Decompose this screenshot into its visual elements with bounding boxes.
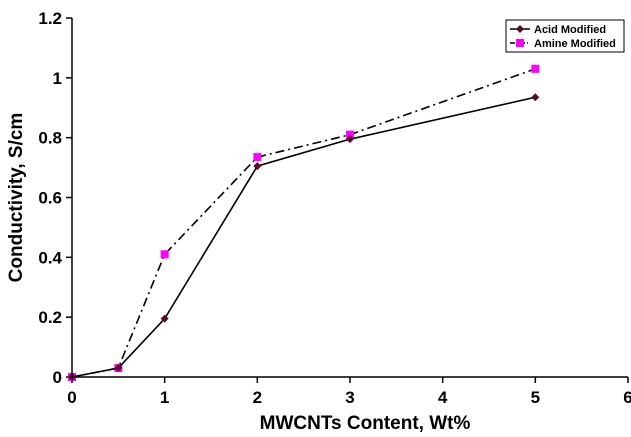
- y-tick-label: 0.4: [38, 248, 62, 267]
- ticks-layer: 0 1 2 3 4 5 6 0 0.2 0.4 0.6 0.8 1 1.2: [38, 9, 631, 407]
- x-tick-label: 2: [253, 388, 262, 407]
- data-point-amine-modified: [346, 130, 354, 139]
- data-point-amine-modified: [160, 250, 169, 259]
- legend: Acid Modified Amine Modified: [505, 19, 625, 53]
- data-point-acid-modified: [531, 93, 540, 102]
- data-point-acid-modified: [253, 162, 262, 171]
- series-acid-modified: [68, 93, 540, 381]
- data-point-amine-modified: [253, 153, 262, 162]
- x-tick-label: 5: [531, 388, 540, 407]
- series-layer: [68, 64, 540, 381]
- x-tick-label: 0: [67, 388, 76, 407]
- x-axis-label: MWCNTs Content, Wt%: [260, 413, 471, 432]
- y-axis-label: Conductivity, S/cm: [6, 113, 27, 283]
- legend-marker-amine-modified: [516, 39, 524, 47]
- legend-label-amine-modified: Amine Modified: [534, 38, 616, 50]
- y-tick-label: 0.6: [38, 189, 62, 208]
- series-line-amine-modified: [71, 68, 536, 378]
- y-tick-label: 0: [53, 368, 62, 387]
- legend-marker-acid-modified: [516, 25, 524, 33]
- legend-item-acid-modified: Acid Modified: [510, 24, 606, 36]
- x-tick-label: 6: [623, 388, 631, 407]
- y-tick-label: 0.2: [38, 308, 62, 327]
- x-tick-label: 3: [345, 388, 354, 407]
- legend-items: Acid Modified Amine Modified: [510, 24, 616, 50]
- data-point-acid-modified: [114, 364, 123, 373]
- series-line-acid-modified: [71, 96, 536, 378]
- legend-label-acid-modified: Acid Modified: [534, 24, 606, 36]
- y-tick-label: 1.2: [38, 9, 62, 28]
- y-tick-label: 1: [53, 69, 62, 88]
- x-tick-label: 4: [438, 388, 448, 407]
- y-tick-label: 0.8: [38, 129, 62, 148]
- x-tick-label: 1: [160, 388, 169, 407]
- data-point-acid-modified: [346, 135, 354, 144]
- legend-box: [505, 19, 625, 53]
- axes-layer: [71, 18, 628, 378]
- legend-item-amine-modified: Amine Modified: [510, 38, 616, 50]
- data-point-acid-modified: [160, 314, 169, 323]
- data-point-amine-modified: [531, 64, 540, 73]
